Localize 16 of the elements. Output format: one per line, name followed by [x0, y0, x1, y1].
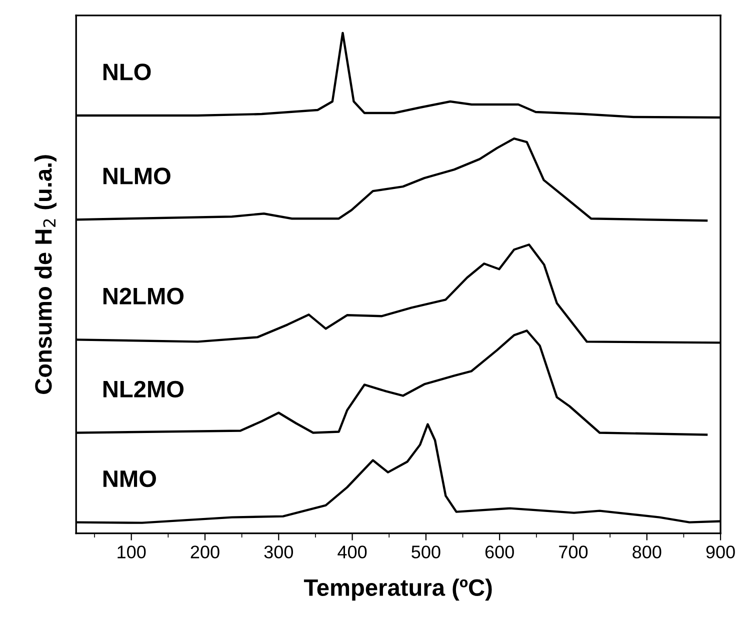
- x-tick-label: 900: [706, 546, 735, 558]
- x-tick-label: 500: [412, 546, 440, 558]
- x-tick-label: 200: [190, 546, 220, 558]
- series-label: N2LMO: [103, 288, 184, 304]
- x-tick-label: 300: [264, 546, 294, 558]
- series-label: NMO: [103, 470, 156, 488]
- x-tick-label: 700: [559, 546, 588, 558]
- x-tick-label: 600: [485, 546, 514, 558]
- series-label: NLO: [103, 64, 151, 80]
- y-axis-title: Consumo de H$_{2}$ (u.a.): [34, 155, 56, 394]
- x-axis-title: Temperatura (ºC): [304, 578, 492, 601]
- series-label: NL2MO: [103, 380, 184, 398]
- x-tick-label: 100: [118, 546, 146, 558]
- x-tick-label: 400: [338, 546, 367, 558]
- x-tick-label: 800: [632, 546, 662, 558]
- series-label: NLMO: [103, 168, 170, 184]
